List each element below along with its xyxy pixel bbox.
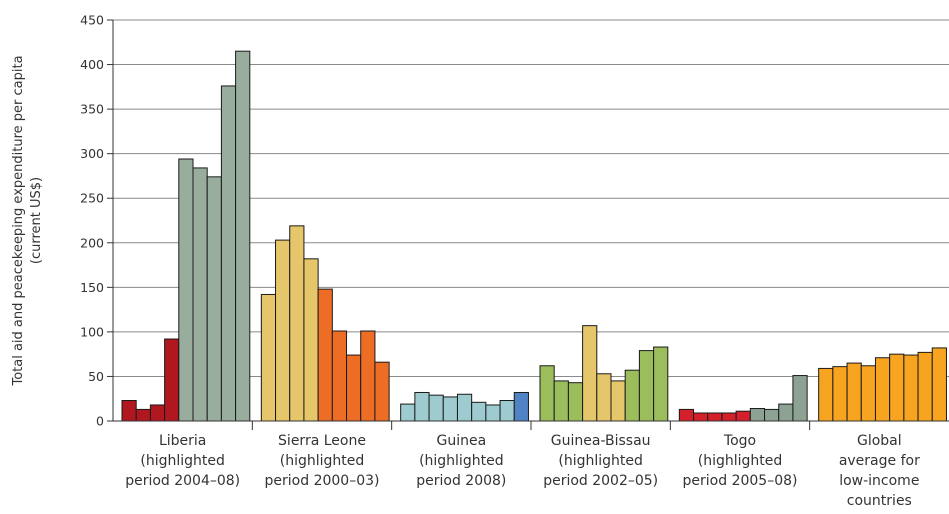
category-label: (highlighted [558,453,643,469]
y-tick-label: 250 [80,191,104,206]
bar [235,50,251,422]
y-tick-label: 100 [80,324,104,339]
bar [678,408,695,422]
bar [275,239,291,422]
bar [135,408,151,422]
bar [818,367,834,422]
bar [220,85,237,422]
category-label: Guinea-Bissau [551,433,651,449]
y-tick-label: 300 [80,146,104,161]
bar [596,373,612,422]
category-label: period 2002–05) [543,473,658,489]
category-label: (highlighted [280,453,365,469]
category-label: period 2004–08) [125,473,240,489]
bar [917,351,933,422]
bar [331,330,348,422]
bar [414,391,430,422]
bar [553,380,569,422]
category-label: (highlighted [140,453,225,469]
bar [360,330,376,422]
bar [346,354,362,422]
category-label: period 2008) [416,473,506,489]
category-label: (highlighted [698,453,783,469]
bar [792,375,808,422]
category-label: Sierra Leone [278,433,366,449]
category-label: countries [847,493,912,509]
category-label: Global [857,433,902,449]
bar [931,347,947,422]
y-tick-label: 0 [96,414,104,429]
bar [610,380,626,422]
bar [749,408,766,422]
bar [471,401,487,422]
y-axis-title-line2: (current US$) [29,177,44,264]
bar [178,158,194,422]
bar [149,404,166,422]
bar [374,361,390,422]
bar [164,338,180,422]
axes [112,20,949,430]
bar [567,382,584,422]
bar [206,176,222,422]
category-label: Liberia [159,433,206,449]
bar [889,353,905,422]
bar [846,362,862,422]
category-label: Togo [723,433,756,449]
bar [693,412,709,422]
bar [499,400,515,422]
bars [121,50,947,422]
bar [582,325,598,422]
y-tick-label: 150 [80,280,104,295]
category-label: period 2000–03) [265,473,380,489]
bar [539,365,555,422]
y-axis-title-line1: Total aid and peacekeeping expenditure p… [11,55,26,386]
y-tick-labels: 0 50 100 150 200 250 300 350 400 450 [80,13,113,429]
bar [653,346,669,422]
bar [638,350,655,422]
category-label: (highlighted [419,453,504,469]
bar [624,369,640,422]
category-label: average for [839,453,920,469]
y-tick-label: 350 [80,102,104,117]
bar [903,354,919,422]
bar [485,404,501,422]
category-label: period 2005–08) [683,473,798,489]
category-label: low-income [839,473,919,489]
bar [317,288,333,422]
y-tick-label: 50 [88,369,104,384]
bar [121,400,137,422]
bar [832,366,848,422]
y-tick-label: 450 [80,13,104,28]
bar [192,167,208,422]
bar [721,412,737,422]
bar [778,403,794,422]
category-label: Guinea [436,433,486,449]
bar [735,410,751,422]
bar [513,391,529,422]
category-labels: Liberia (highlighted period 2004–08) Sierra… [125,433,920,509]
bar [400,403,416,422]
bar [303,258,319,422]
bar [707,412,723,422]
bar [442,396,458,422]
bar [764,408,780,422]
bar [874,357,891,422]
bar [428,394,444,422]
gridlines [113,19,949,377]
bar [860,365,876,422]
y-tick-label: 400 [80,57,104,72]
bar [289,225,305,422]
bar [260,293,277,422]
bar [456,393,473,422]
y-tick-label: 200 [80,235,104,250]
